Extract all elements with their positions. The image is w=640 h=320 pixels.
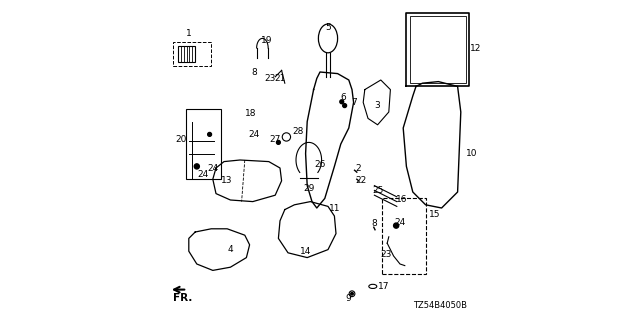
Text: 22: 22 [355, 176, 367, 185]
Bar [173, 42, 211, 66]
Text: 11: 11 [329, 204, 340, 212]
Text: 25: 25 [372, 186, 383, 195]
Text: 27: 27 [269, 135, 281, 144]
Text: 24: 24 [207, 164, 218, 172]
Text: 19: 19 [262, 36, 273, 44]
Text: 9: 9 [345, 294, 351, 303]
Bar [178, 46, 195, 62]
Text: 24: 24 [249, 130, 260, 139]
Text: 24: 24 [198, 170, 209, 179]
Text: 5: 5 [325, 23, 331, 32]
Text: 8: 8 [252, 68, 257, 76]
Text: 12: 12 [470, 44, 482, 52]
Bar [410, 16, 466, 83]
Text: 13: 13 [221, 176, 233, 185]
Circle shape [276, 140, 280, 144]
Text: 21: 21 [275, 74, 285, 83]
Text: 23: 23 [380, 250, 392, 259]
Bar [186, 109, 221, 179]
Text: 16: 16 [396, 195, 407, 204]
Text: 20: 20 [175, 135, 186, 144]
Text: TZ54B4050B: TZ54B4050B [413, 301, 467, 310]
Text: FR.: FR. [173, 293, 192, 303]
Text: 1: 1 [186, 29, 191, 38]
Text: 2: 2 [355, 164, 360, 172]
Circle shape [351, 292, 353, 295]
Text: 3: 3 [375, 101, 380, 110]
Text: 24: 24 [394, 218, 406, 227]
Text: 23: 23 [265, 74, 276, 83]
Text: 18: 18 [246, 109, 257, 118]
Text: 26: 26 [314, 160, 326, 169]
Circle shape [195, 164, 200, 169]
Circle shape [207, 132, 211, 136]
Text: 4: 4 [228, 245, 233, 254]
Circle shape [343, 104, 347, 108]
Text: 10: 10 [466, 149, 477, 158]
Text: 15: 15 [429, 210, 440, 219]
Text: 28: 28 [292, 127, 304, 136]
Circle shape [340, 100, 344, 104]
Text: 7: 7 [351, 98, 356, 107]
Text: 17: 17 [378, 282, 390, 291]
Circle shape [394, 223, 399, 228]
Text: 8: 8 [372, 220, 377, 228]
Text: 6: 6 [340, 93, 346, 102]
Bar [383, 198, 426, 274]
Text: 29: 29 [303, 184, 314, 193]
Text: 14: 14 [300, 247, 311, 256]
